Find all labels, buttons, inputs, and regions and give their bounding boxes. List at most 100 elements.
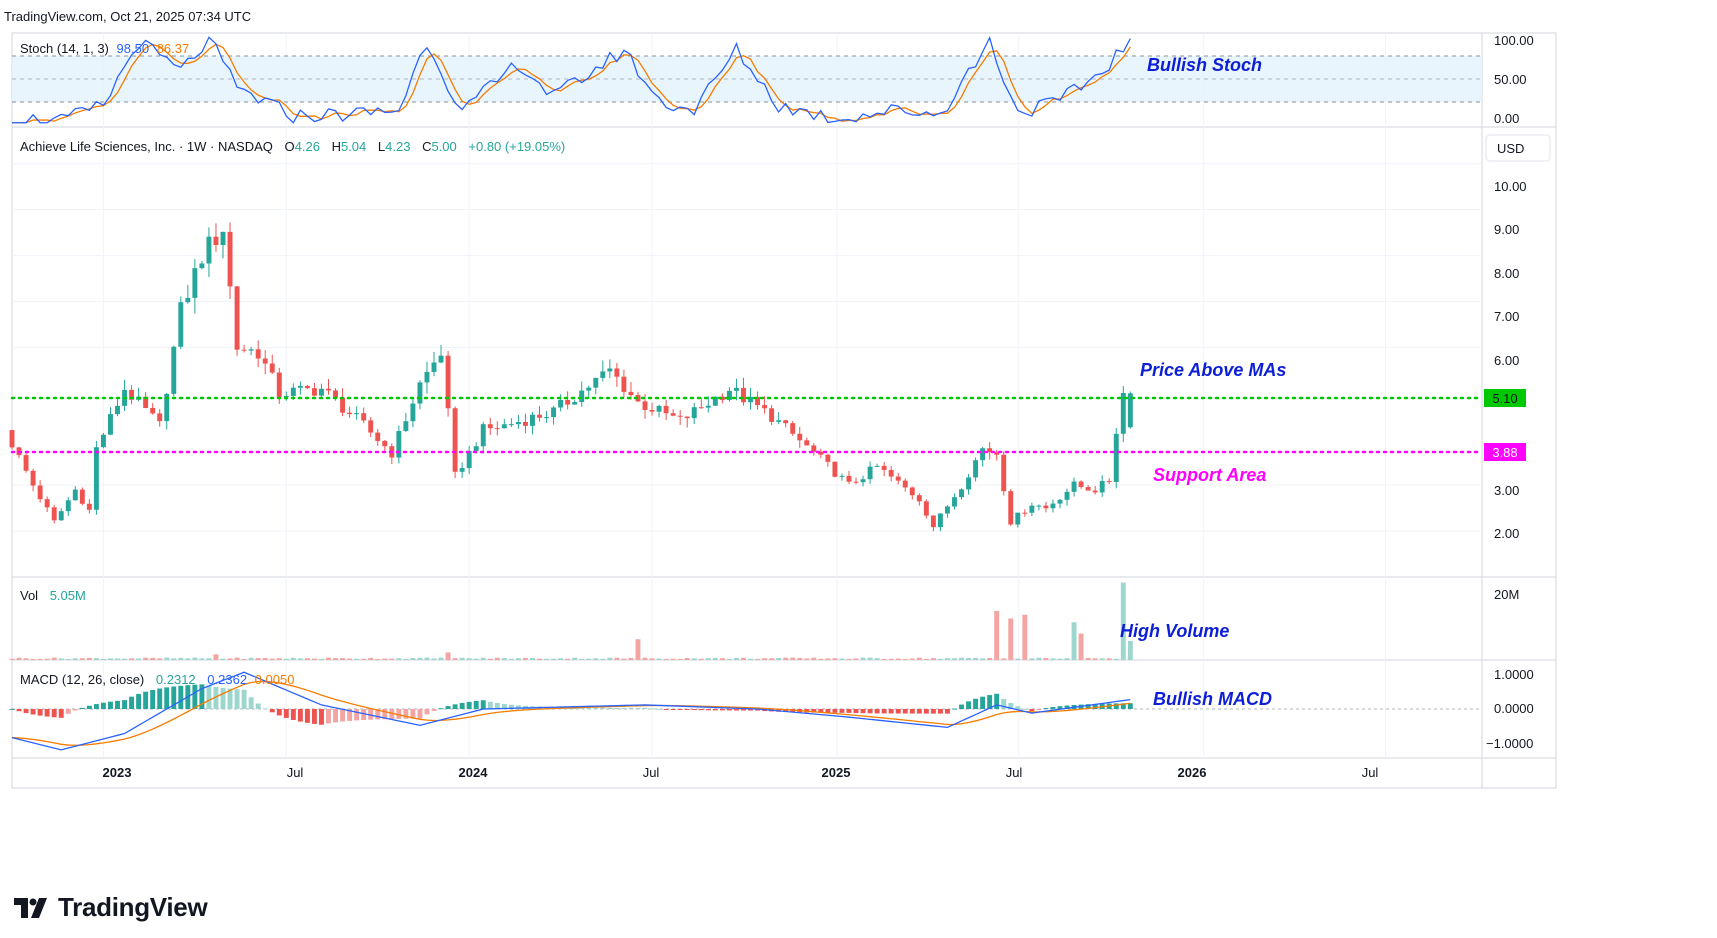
macd-histogram-bar [874,709,880,714]
volume-bar [846,658,852,660]
candle-body [283,395,289,397]
candle-body [677,415,683,417]
volume-bar [396,658,402,660]
candle-body [649,410,655,412]
volume-bar [614,657,620,660]
candle-body [466,450,472,469]
volume-bar [1127,640,1133,660]
candle-body [762,405,768,409]
volume-bar [487,658,493,660]
stoch-k-value: 98.50 [117,41,150,56]
volume-bar [600,658,606,660]
time-axis-label: 2023 [103,765,132,780]
candle-body [973,460,979,478]
candle-body [164,393,170,422]
volume-bar [466,658,472,660]
volume-bar [417,657,423,660]
volume-bar [143,657,149,660]
volume-bar [501,658,507,660]
macd-histogram-bar [937,709,943,714]
macd-histogram-bar [930,709,936,714]
volume-bar [783,657,789,660]
macd-histogram-bar [825,709,831,713]
candle-body [551,407,557,418]
volume-bar [635,639,641,660]
volume-bar [804,658,810,660]
volume-bar [171,658,177,660]
volume-scale-label: 20M [1494,587,1519,602]
macd-histogram-bar [642,707,648,709]
grid-lines [12,33,1482,758]
price-scale-label: 6.00 [1494,353,1519,368]
macd-histogram-bar [600,707,606,709]
candle-body [1022,512,1028,514]
stoch-scale-label: 0.00 [1494,111,1519,126]
macd-histogram-bar [952,708,957,710]
volume-bar [769,658,775,660]
tradingview-logo-icon [14,897,47,918]
candle-body [726,390,732,400]
volume-bar [459,657,465,660]
candle-body [290,387,296,396]
candle-body [1043,505,1049,509]
volume-bar [1064,658,1070,660]
volume-bar [916,657,922,660]
volume-bar [790,657,796,660]
macd-histogram-bar [944,709,950,714]
stoch-scale-label: 50.00 [1494,72,1527,87]
volume-bar [558,658,564,660]
volume-bar [811,657,817,660]
volume-bar [755,658,761,660]
volume-bar [100,659,106,660]
candle-body [902,480,908,488]
candle-body [656,405,662,412]
macd-histogram-bar [994,693,1000,709]
macd-histogram-bar [136,693,142,709]
volume-bar [410,658,416,660]
candle-body [304,385,310,389]
currency-badge[interactable]: USD [1485,134,1551,162]
volume-bar [115,658,120,660]
volume-bar [375,659,381,660]
symbol-title: Achieve Life Sciences, Inc. · 1W · NASDA… [20,139,273,154]
tradingview-logo[interactable]: TradingView [14,892,208,923]
candle-body [445,355,451,409]
price-scale-label: 3.00 [1494,483,1519,498]
volume-bar [157,658,163,660]
volume-bar [122,658,127,660]
volume-bar [403,659,409,660]
annotation-support-area: Support Area [1153,465,1266,485]
candle-body [213,236,219,245]
macd-histogram-bar [424,709,430,715]
macd-histogram-bar [445,706,451,709]
candle-body [719,396,725,400]
volume-bar [1050,658,1056,660]
chart-canvas[interactable]: 5.10 3.88 Stoch (14, 1, 3) 98.50 86.37 A… [0,0,1717,890]
volume-bar [79,658,85,660]
volume-bar [966,657,972,660]
macd-histogram-bar [396,709,402,719]
svg-text:3.88: 3.88 [1492,445,1517,460]
candle-body [712,396,718,406]
macd-histogram-bar [199,684,205,709]
volume-bar [593,658,599,660]
volume-bar [178,657,184,660]
macd-histogram-bar [902,709,908,714]
volume-bar [508,658,514,660]
macd-histogram-bar [171,686,177,709]
volume-title: Vol [20,588,38,603]
candle-body [199,263,205,269]
volume-bar [361,658,367,660]
candle-body [755,396,761,406]
time-axis-label: 2024 [459,765,489,780]
price-scale: 10.00 9.00 8.00 7.00 6.00 3.00 2.00 [1494,179,1527,541]
volume-bar [199,658,205,660]
macd-histogram-bar [340,709,346,722]
candle-body [860,479,866,483]
macd-histogram-bar [895,709,901,714]
volume-bar [628,657,634,660]
volume-bar [51,657,57,660]
macd-histogram-bar [691,709,697,711]
high-value: 5.04 [341,139,366,154]
candle-body [832,461,838,477]
